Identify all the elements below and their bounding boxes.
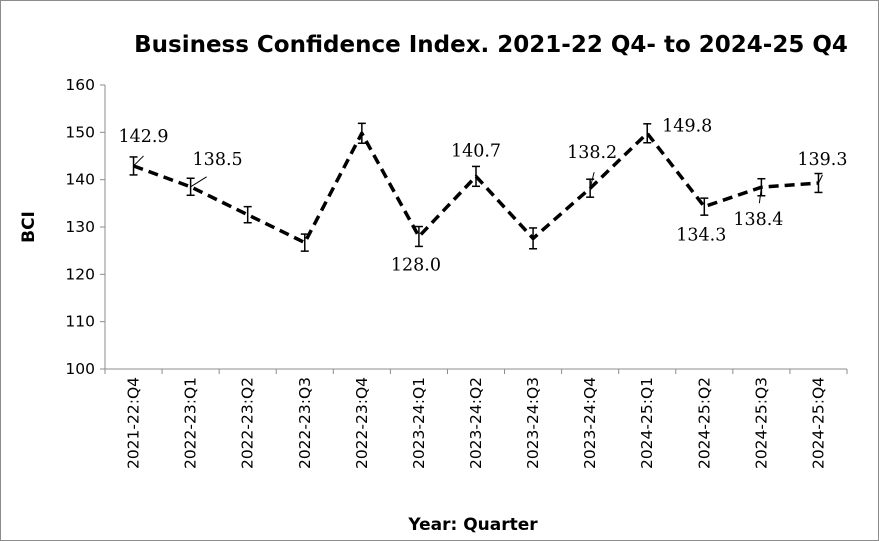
x-tick-label: 2022-23:Q4 <box>353 377 371 469</box>
data-label-leader <box>133 155 144 167</box>
y-tick-label: 120 <box>65 265 95 283</box>
y-tick-label: 150 <box>65 123 95 141</box>
x-tick-label: 2024-25:Q4 <box>809 377 827 469</box>
y-tick-label: 110 <box>65 313 95 331</box>
data-label: 128.0 <box>391 255 441 275</box>
data-label: 140.7 <box>451 141 501 161</box>
data-label: 134.3 <box>676 226 726 246</box>
x-tick-label: 2023-24:Q1 <box>410 377 428 469</box>
x-tick-label: 2023-24:Q4 <box>581 377 599 469</box>
y-tick-label: 160 <box>65 76 95 94</box>
data-label-leader <box>758 187 762 204</box>
x-tick-label: 2021-22:Q4 <box>125 377 143 469</box>
x-tick-label: 2022-23:Q2 <box>239 377 257 469</box>
x-axis: 2021-22:Q4 2022-23:Q1 2022-23:Q2 2022-23:Q3… <box>104 368 848 469</box>
x-axis-title: Year: Quarter <box>407 515 538 535</box>
data-label: 138.4 <box>733 210 783 230</box>
data-label: 142.9 <box>118 127 168 147</box>
data-labels: 142.9 138.5 128.0 140.7 138.2 149.8 134.3 138.4… <box>118 116 847 275</box>
x-tick-label: 2023-24:Q3 <box>524 377 542 469</box>
data-label: 149.8 <box>662 116 712 136</box>
y-tick-label: 130 <box>65 218 95 236</box>
y-tick-label: 140 <box>65 171 95 189</box>
x-tick-label: 2024-25:Q1 <box>638 377 656 469</box>
chart-title: Business Confidence Index. 2021-22 Q4- t… <box>134 32 848 58</box>
data-label: 138.2 <box>567 143 617 163</box>
y-tick-label: 100 <box>65 360 95 378</box>
data-label-leader <box>818 174 823 184</box>
y-axis-title: BCI <box>19 211 39 243</box>
data-label: 138.5 <box>193 150 243 170</box>
data-label-leader <box>190 176 207 188</box>
x-tick-label: 2023-24:Q2 <box>467 377 485 469</box>
x-tick-label: 2024-25:Q2 <box>695 377 713 469</box>
y-axis: 100 110 120 130 140 150 160 <box>65 76 106 378</box>
bci-series <box>129 122 823 252</box>
x-tick-label: 2022-23:Q1 <box>182 377 200 469</box>
x-tick-label: 2024-25:Q3 <box>752 377 770 469</box>
data-label: 139.3 <box>797 150 847 170</box>
x-tick-label: 2022-23:Q3 <box>296 377 314 469</box>
data-label-leader <box>589 172 595 189</box>
